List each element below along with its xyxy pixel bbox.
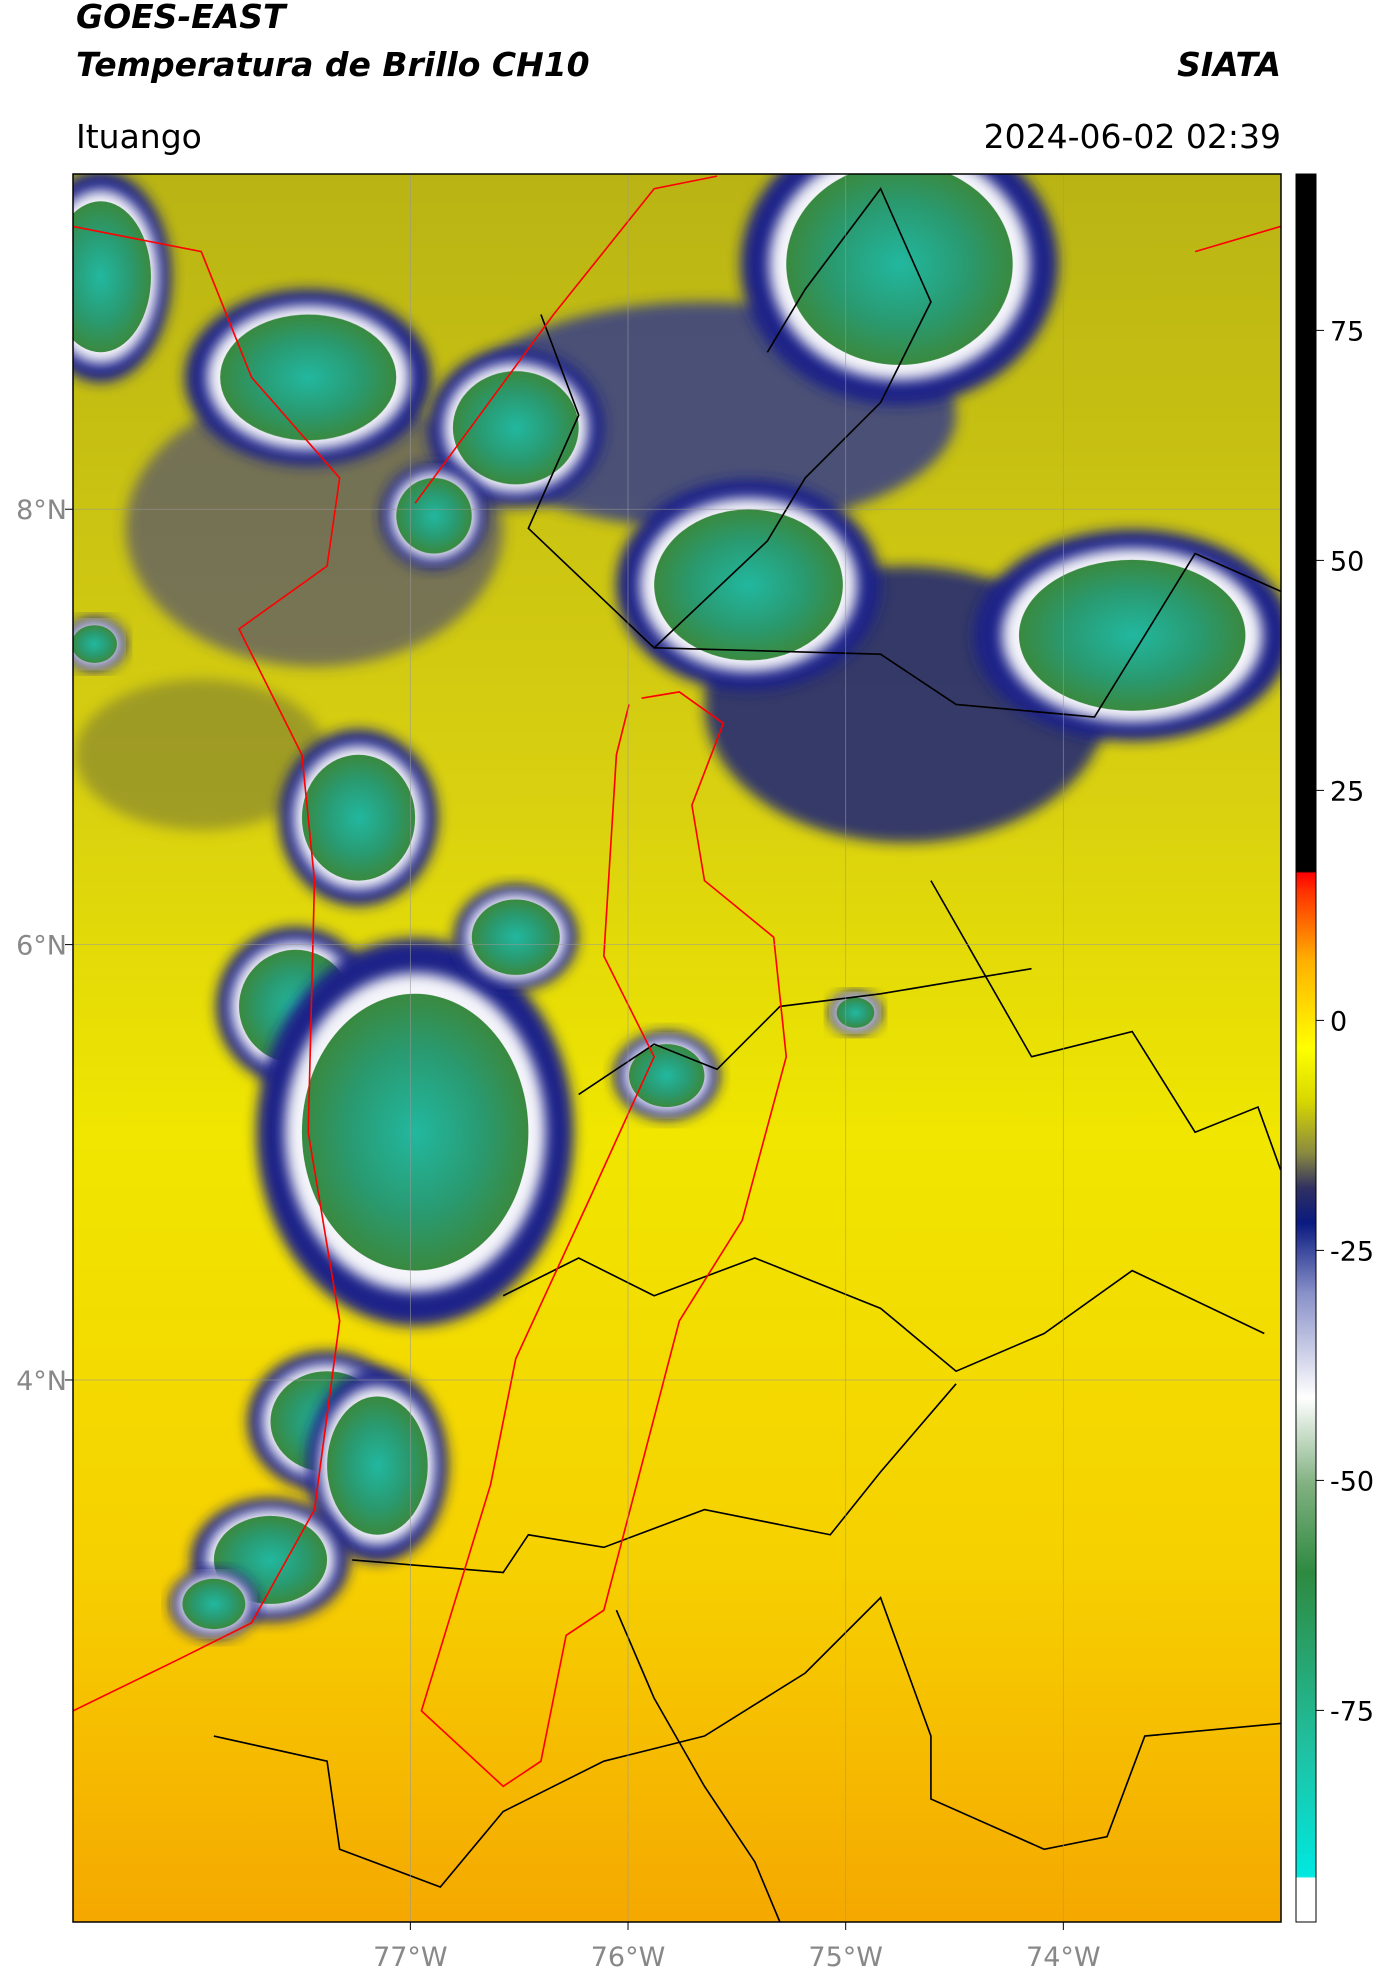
cloud-core	[301, 993, 529, 1271]
location: Ituango	[76, 117, 202, 156]
colorbar	[1295, 173, 1317, 1923]
colorbar-tick-label: 25	[1330, 776, 1364, 807]
cloud-core	[654, 509, 843, 661]
cloud-core	[301, 754, 416, 881]
x-tick-label: 74°W	[1026, 1942, 1101, 1973]
map-frame	[72, 173, 1282, 1923]
cloud-core	[182, 1578, 246, 1630]
title: GOES-EAST	[76, 0, 288, 36]
y-tick-label: 4°N	[16, 1366, 67, 1397]
cloud-core	[836, 997, 875, 1028]
cloud-core	[220, 314, 397, 441]
cloud-core	[396, 478, 472, 554]
cloud-core	[73, 625, 117, 663]
grid	[73, 174, 1281, 1922]
cloud-core	[452, 371, 579, 485]
colorbar-tick-label: 75	[1330, 316, 1364, 347]
x-tick-label: 76°W	[591, 1942, 666, 1973]
datetime: 2024-06-02 02:39	[984, 117, 1281, 156]
colorbar-tick-label: -50	[1330, 1466, 1374, 1497]
subtitle: Temperatura de Brillo CH10	[76, 45, 590, 84]
cloud-core	[786, 174, 1013, 365]
convective-cells	[73, 174, 1281, 1640]
colorbar-tick-label: 0	[1330, 1006, 1347, 1037]
colorbar-tick-label: 50	[1330, 546, 1364, 577]
cloud-core	[327, 1396, 428, 1535]
cloud-core	[471, 899, 560, 975]
cloud-core	[629, 1044, 705, 1108]
y-tick-label: 6°N	[16, 931, 67, 962]
colorbar-tick-label: -25	[1330, 1236, 1374, 1267]
cloud-core	[73, 201, 151, 353]
map	[73, 174, 1281, 1922]
x-tick-label: 77°W	[373, 1942, 448, 1973]
y-tick-label: 8°N	[16, 495, 67, 526]
x-tick-label: 75°W	[808, 1942, 883, 1973]
source: SIATA	[1177, 45, 1281, 84]
cloud-core	[1018, 559, 1246, 711]
boundaries	[73, 175, 1281, 1922]
colorbar-tick-label: -75	[1330, 1696, 1374, 1727]
